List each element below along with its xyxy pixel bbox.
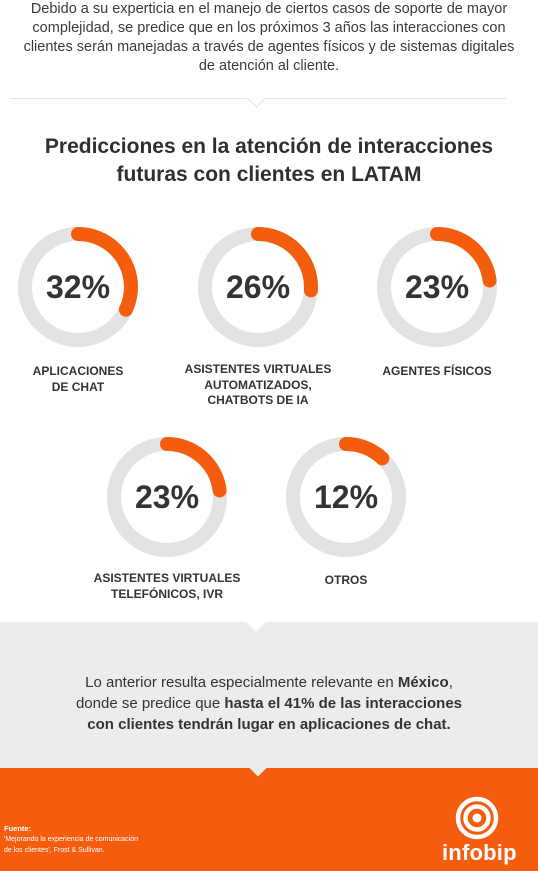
source-note: Fuente: 'Mejorando la experiencia de com… [4, 823, 138, 856]
stat-physical-agents: 23% [376, 226, 498, 348]
stat-label-others: OTROS [296, 573, 396, 589]
stat-label-line: TELEFÓNICOS, IVR [110, 586, 223, 601]
source-title: Fuente: [4, 824, 32, 833]
stat-value: 23% [134, 479, 200, 515]
source-line: de los clientes', Frost & Sullivan. [4, 847, 105, 854]
stat-others: 12% [285, 436, 407, 558]
stat-label-line: ASISTENTES VIRTUALES [93, 571, 241, 585]
stat-label-line: APLICACIONES [32, 364, 124, 378]
stat-value: 12% [313, 479, 379, 515]
divider-notch [247, 89, 266, 108]
stat-value: 32% [45, 269, 111, 305]
brand-name: infobip [442, 840, 517, 865]
conclusion-highlight: hasta el 41% de las interacciones [224, 695, 463, 712]
stat-virtual-assistants-ai: 26% [197, 226, 319, 348]
infobip-logo-icon [455, 796, 499, 840]
stat-label-virtual-assistants-ai: ASISTENTES VIRTUALES AUTOMATIZADOS, CHAT… [173, 362, 343, 409]
conclusion-line1: Lo anterior resulta especialmente releva… [20, 672, 518, 693]
ring-progress [198, 227, 318, 347]
source-line: 'Mejorando la experiencia de comunicació… [4, 836, 139, 843]
stat-value: 26% [225, 269, 291, 305]
donut-ring [377, 227, 497, 347]
donut-ring [198, 227, 318, 347]
stat-label-line: CHATBOTS DE IA [207, 393, 309, 407]
conclusion-highlight: con clientes tendrán lugar en aplicacion… [87, 716, 451, 733]
section-title-line2: futuras con clientes en LATAM [116, 163, 422, 186]
ring-progress [286, 437, 406, 557]
stat-phone-ivr: 23% [106, 436, 228, 558]
conclusion-line3: con clientes tendrán lugar en aplicacion… [20, 714, 518, 735]
stat-label-physical-agents: AGENTES FÍSICOS [367, 364, 507, 380]
stat-label-line: AGENTES FÍSICOS [382, 364, 492, 378]
conclusion-part: Lo anterior resulta especialmente releva… [85, 674, 398, 691]
stat-chat-apps: 32% [17, 226, 139, 348]
ring-progress [107, 437, 227, 557]
stat-label-chat-apps: APLICACIONES DE CHAT [14, 364, 142, 395]
conclusion-part: , [448, 674, 453, 691]
ring-progress [18, 227, 138, 347]
donut-ring [107, 437, 227, 557]
stat-label-line: AUTOMATIZADOS, [204, 377, 312, 392]
section-title-line1: Predicciones en la atención de interacci… [44, 135, 494, 158]
stat-label-phone-ivr: ASISTENTES VIRTUALES TELEFÓNICOS, IVR [82, 571, 252, 602]
stat-label-line: OTROS [324, 573, 368, 587]
donut-ring [286, 437, 406, 557]
conclusion-country: México [397, 674, 449, 691]
conclusion-band [0, 622, 538, 768]
stat-label-line: DE CHAT [51, 379, 105, 394]
footer-band [0, 768, 538, 871]
section-title: Predicciones en la atención de interacci… [10, 133, 528, 189]
conclusion-line2: donde se predice que hasta el 41% de las… [20, 693, 518, 714]
conclusion-text: Lo anterior resulta especialmente releva… [20, 672, 518, 735]
stat-value: 23% [404, 269, 470, 305]
donut-ring [18, 227, 138, 347]
intro-paragraph: Debido a su experticia en el manejo de c… [23, 1, 515, 74]
ring-progress [377, 227, 497, 347]
conclusion-part: donde se predice que [75, 695, 225, 712]
stat-label-line: ASISTENTES VIRTUALES [184, 362, 332, 376]
